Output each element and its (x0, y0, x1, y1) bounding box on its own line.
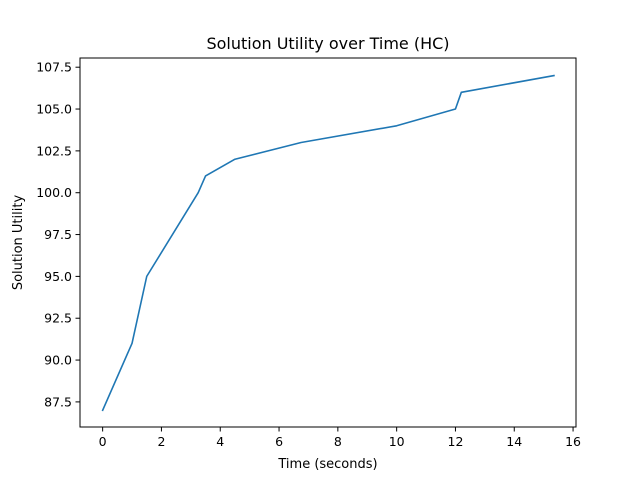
y-axis-label: Solution Utility (11, 195, 26, 291)
x-axis-label: Time (seconds) (277, 457, 377, 472)
series-line (101, 74, 555, 412)
y-tick-label: 95.0 (44, 269, 72, 284)
x-axis-ticks: 0 2 4 6 8 10 12 14 16 (99, 427, 581, 449)
x-tick-label: 0 (99, 434, 107, 449)
plot-area (80, 58, 576, 427)
x-tick-label: 14 (506, 434, 522, 449)
y-tick-label: 102.5 (36, 143, 72, 158)
series-layer (101, 74, 555, 412)
x-tick-label: 16 (565, 434, 581, 449)
x-tick-label: 8 (334, 434, 342, 449)
y-tick-label: 105.0 (36, 102, 72, 117)
x-tick-label: 10 (389, 434, 405, 449)
x-tick-label: 6 (275, 434, 283, 449)
x-tick-label: 12 (448, 434, 464, 449)
plot-frame (79, 57, 577, 428)
y-tick-label: 97.5 (44, 227, 72, 242)
y-tick-label: 92.5 (44, 311, 72, 326)
y-tick-label: 100.0 (36, 185, 72, 200)
y-tick-label: 87.5 (44, 394, 72, 409)
x-tick-label: 4 (216, 434, 224, 449)
y-tick-label: 90.0 (44, 353, 72, 368)
x-tick-label: 2 (157, 434, 165, 449)
y-axis-ticks: 87.5 90.0 92.5 95.0 97.5 100.0 102.5 105.0 107.5 (36, 60, 80, 409)
chart-title: Solution Utility over Time (HC) (206, 34, 449, 53)
y-tick-label: 107.5 (36, 60, 72, 75)
